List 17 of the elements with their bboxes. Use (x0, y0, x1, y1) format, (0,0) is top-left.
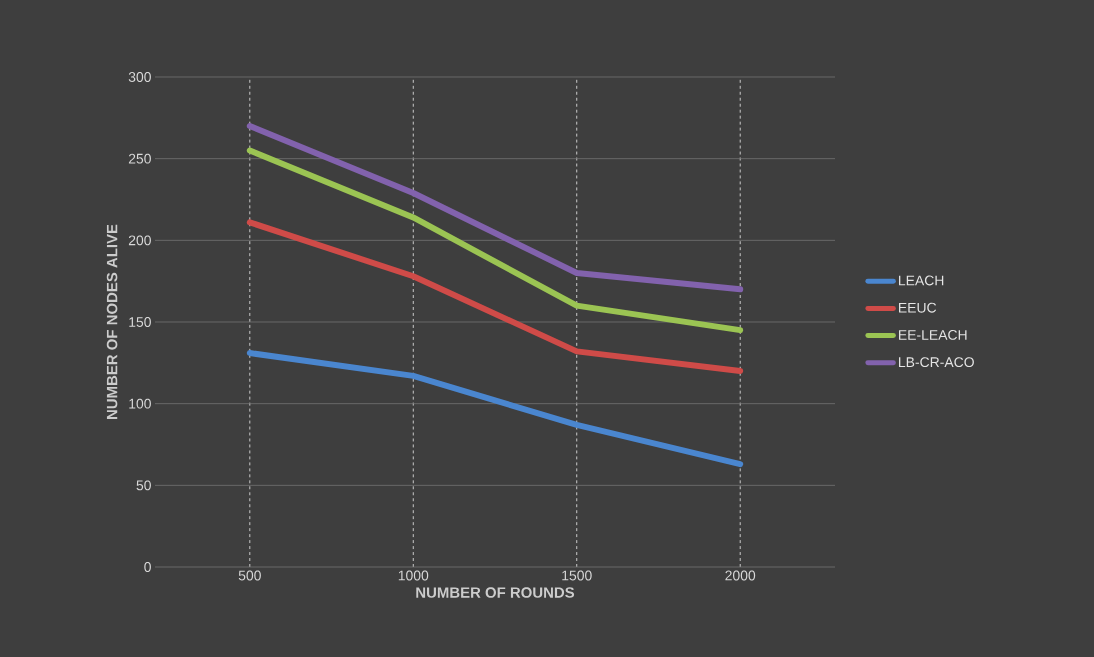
x-axis-title: NUMBER OF ROUNDS (416, 587, 575, 598)
y-tick-label: 300 (128, 72, 151, 82)
y-axis-title: NUMBER OF NODES ALIVE (106, 224, 118, 419)
x-tick-label: 1500 (562, 570, 592, 581)
y-tick-label: 150 (129, 317, 151, 327)
x-tick-label: 1000 (398, 570, 429, 581)
y-tick-label: 0 (144, 562, 151, 572)
y-tick-label: 50 (136, 480, 151, 491)
x-tick-label: 500 (238, 570, 261, 581)
legend-label: EEUC (899, 302, 937, 313)
x-tick-label: 2000 (725, 570, 756, 581)
y-tick-label: 250 (128, 153, 151, 164)
legend-label: EE-LEACH (899, 329, 967, 340)
y-tick-label: 200 (128, 235, 151, 246)
legend-label: LB-CR-ACO (899, 357, 974, 368)
y-tick-label: 100 (129, 398, 151, 409)
legend-label: LEACH (899, 275, 944, 286)
